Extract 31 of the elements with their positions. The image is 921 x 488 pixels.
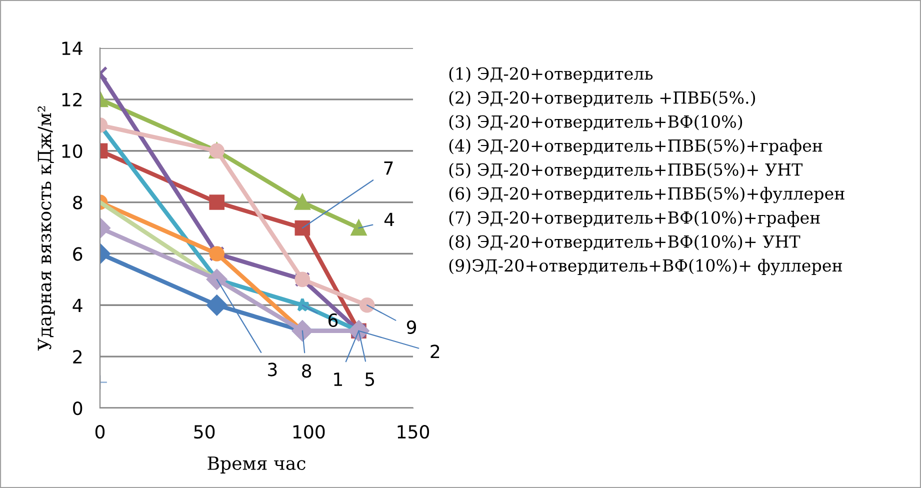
text: (3) ЭД-20+отвердитель+ВФ(10%) [449,114,742,132]
annotation: 1 [334,372,342,386]
text: (5) ЭД-20+отвердитель+ПВБ(5%)+ УНТ [449,162,803,180]
annotation: 8 [302,364,312,378]
y-tick-label: 10 [62,144,82,158]
y-tick-label: 0 [73,401,82,416]
text: (7) ЭД-20+отвердитель+ВФ(10%)+графен [449,210,820,228]
annotation: 4 [384,212,394,226]
x-tick-label: 150 [398,424,430,439]
x-tick-label: 50 [194,424,215,439]
y-axis-title: Ударная вязкость кДж/м² [38,106,55,351]
x-axis-title: Время час [208,456,306,474]
text: (2) ЭД-20+отвердитель +ПВБ(5%.) [449,90,756,108]
x-tick-label: 0 [95,424,105,439]
text: (1) ЭД-20+отвердитель [449,66,653,84]
annotation: 5 [366,372,374,386]
annotation: 7 [384,161,393,175]
annotation: 2 [430,344,440,358]
y-tick-label: 6 [73,247,82,261]
y-tick-label: 14 [62,42,82,55]
y-tick-label: 12 [62,92,82,106]
y-tick-label: 4 [72,298,82,312]
annotation: 9 [406,320,416,334]
y-tick-label: 2 [73,350,82,364]
x-tick-label: 100 [293,424,325,439]
text: (9)ЭД-20+отвердитель+ВФ(10%)+ фуллерен [449,258,842,276]
annotation: 3 [268,362,277,376]
text: (6) ЭД-20+отвердитель+ПВБ(5%)+фуллерен [449,186,844,204]
y-tick-label: 8 [73,196,82,210]
text: (8) ЭД-20+отвердитель+ВФ(10%)+ УНТ [449,234,800,252]
text: (4) ЭД-20+отвердитель+ПВБ(5%)+графен [449,138,822,156]
